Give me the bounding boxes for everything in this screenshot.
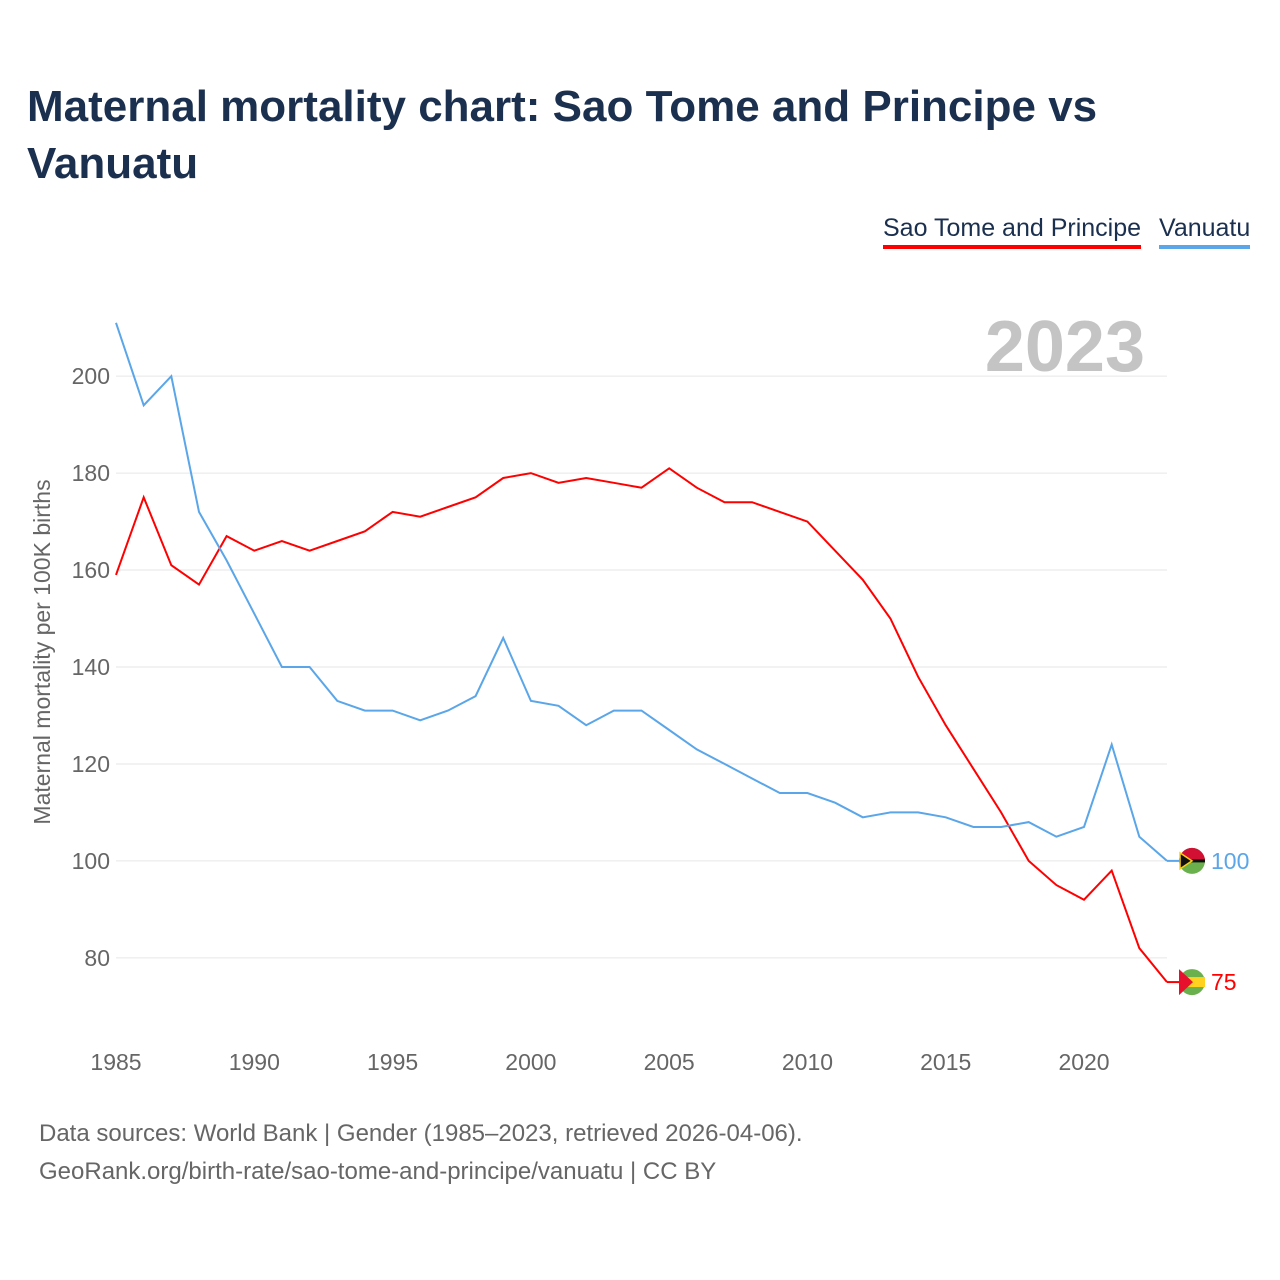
x-tick-label: 1995	[367, 1049, 418, 1075]
x-tick-label: 1990	[229, 1049, 280, 1075]
y-tick-label: 120	[72, 751, 110, 777]
legend-item-vanuatu[interactable]: Vanuatu	[1159, 214, 1251, 249]
x-tick-label: 2005	[644, 1049, 695, 1075]
series-line-vanuatu[interactable]	[115, 322, 1168, 862]
x-tick-label: 1985	[90, 1049, 141, 1075]
year-watermark: 2023	[985, 307, 1145, 387]
y-tick-label: 180	[72, 460, 110, 486]
x-tick-label: 2015	[920, 1049, 971, 1075]
y-tick-label: 100	[72, 848, 110, 874]
y-tick-label: 200	[72, 363, 110, 389]
vanuatu-flag-icon	[1179, 847, 1205, 874]
x-tick-label: 2000	[505, 1049, 556, 1075]
series-line-sao-tome[interactable]	[115, 467, 1168, 983]
end-value-label: 100	[1211, 848, 1249, 874]
y-tick-label: 140	[72, 654, 110, 680]
end-value-label: 75	[1211, 969, 1237, 995]
x-tick-label: 2010	[782, 1049, 833, 1075]
legend-item-sao-tome[interactable]: Sao Tome and Principe	[883, 214, 1142, 249]
y-axis-label: Maternal mortality per 100K births	[29, 479, 55, 824]
sao-tome-flag-icon	[1179, 969, 1205, 996]
footer-link[interactable]: GeoRank.org/birth-rate/sao-tome-and-prin…	[39, 1158, 717, 1185]
y-tick-label: 80	[84, 945, 110, 971]
chart-title: Maternal mortality chart: Sao Tome and P…	[27, 82, 1098, 188]
y-tick-label: 160	[72, 557, 110, 583]
footer-sources: Data sources: World Bank | Gender (1985–…	[39, 1120, 803, 1147]
x-tick-label: 2020	[1058, 1049, 1109, 1075]
